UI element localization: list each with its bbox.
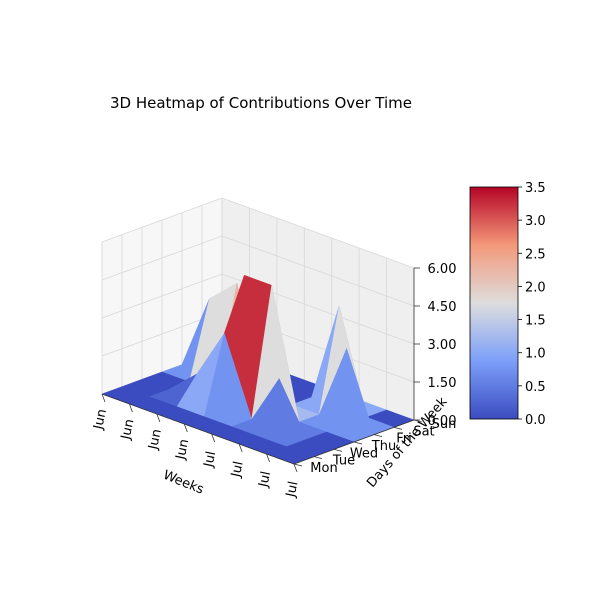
- z-tick-label: 3.00: [428, 338, 457, 353]
- colorbar-tick-label: 2.0: [525, 280, 546, 295]
- x-tick-label: Jul: [256, 470, 274, 489]
- chart-title: 3D Heatmap of Contributions Over Time: [110, 94, 412, 112]
- z-tick-label: 6.00: [428, 262, 457, 277]
- y-tick-mark: [373, 434, 383, 438]
- x-tick-mark: [266, 453, 270, 463]
- x-tick-mark: [156, 413, 161, 423]
- colorbar-tick-label: 3.5: [525, 181, 546, 196]
- grid-line: [101, 197, 415, 269]
- colorbar-gradient: [469, 186, 519, 420]
- colorbar-tick-label: 1.0: [525, 347, 546, 362]
- colorbar-tick-label: 0.5: [525, 380, 546, 395]
- x-tick-label: Jul: [283, 480, 301, 499]
- x-tick-label: Jun: [118, 418, 137, 442]
- y-tick-label: Sun: [432, 417, 457, 432]
- x-tick-mark: [183, 423, 188, 433]
- x-axis-title: Weeks: [161, 468, 206, 498]
- x-tick-label: Jul: [229, 460, 247, 479]
- y-tick-mark: [293, 463, 303, 467]
- y-tick-label: Fri: [396, 432, 412, 447]
- x-tick-label: Jun: [146, 428, 165, 452]
- y-tick-mark: [313, 456, 323, 460]
- colorbar: 0.0 0.5 1.0 1.5 2.0 2.5 3.0 3.5: [469, 181, 546, 428]
- colorbar-tick-label: 1.5: [525, 314, 546, 329]
- colorbar-tick-label: 0.0: [525, 413, 546, 428]
- x-tick-mark: [211, 433, 216, 443]
- z-tick-label: 4.50: [428, 300, 457, 315]
- grid-line: [101, 235, 415, 307]
- y-tick-label: Mon: [310, 461, 337, 476]
- x-tick-label: Jun: [173, 438, 192, 462]
- colorbar-tick-label: 2.5: [525, 247, 546, 262]
- y-tick-label: Sat: [413, 424, 434, 439]
- y-tick-mark: [393, 426, 403, 430]
- y-tick-label: Wed: [350, 446, 378, 461]
- z-tick-label: 1.50: [428, 376, 457, 391]
- y-tick-mark: [353, 441, 363, 445]
- x-tick-mark: [129, 403, 133, 413]
- x-tick-mark: [101, 393, 106, 403]
- surface: [101, 274, 415, 465]
- z-tick-label: 0.00: [428, 414, 457, 429]
- x-tick-label: Jul: [201, 450, 219, 469]
- x-axis-line: [101, 393, 295, 465]
- x-tick-label: Jun: [91, 408, 110, 432]
- x-tick-mark: [238, 443, 243, 453]
- grid-line: [101, 273, 415, 345]
- x-tick-mark: [293, 463, 298, 473]
- y-tick-mark: [333, 448, 343, 452]
- y-tick-label: Thu: [371, 439, 396, 454]
- y-tick-label: Tue: [332, 454, 355, 469]
- colorbar-tick-label: 3.0: [525, 214, 546, 229]
